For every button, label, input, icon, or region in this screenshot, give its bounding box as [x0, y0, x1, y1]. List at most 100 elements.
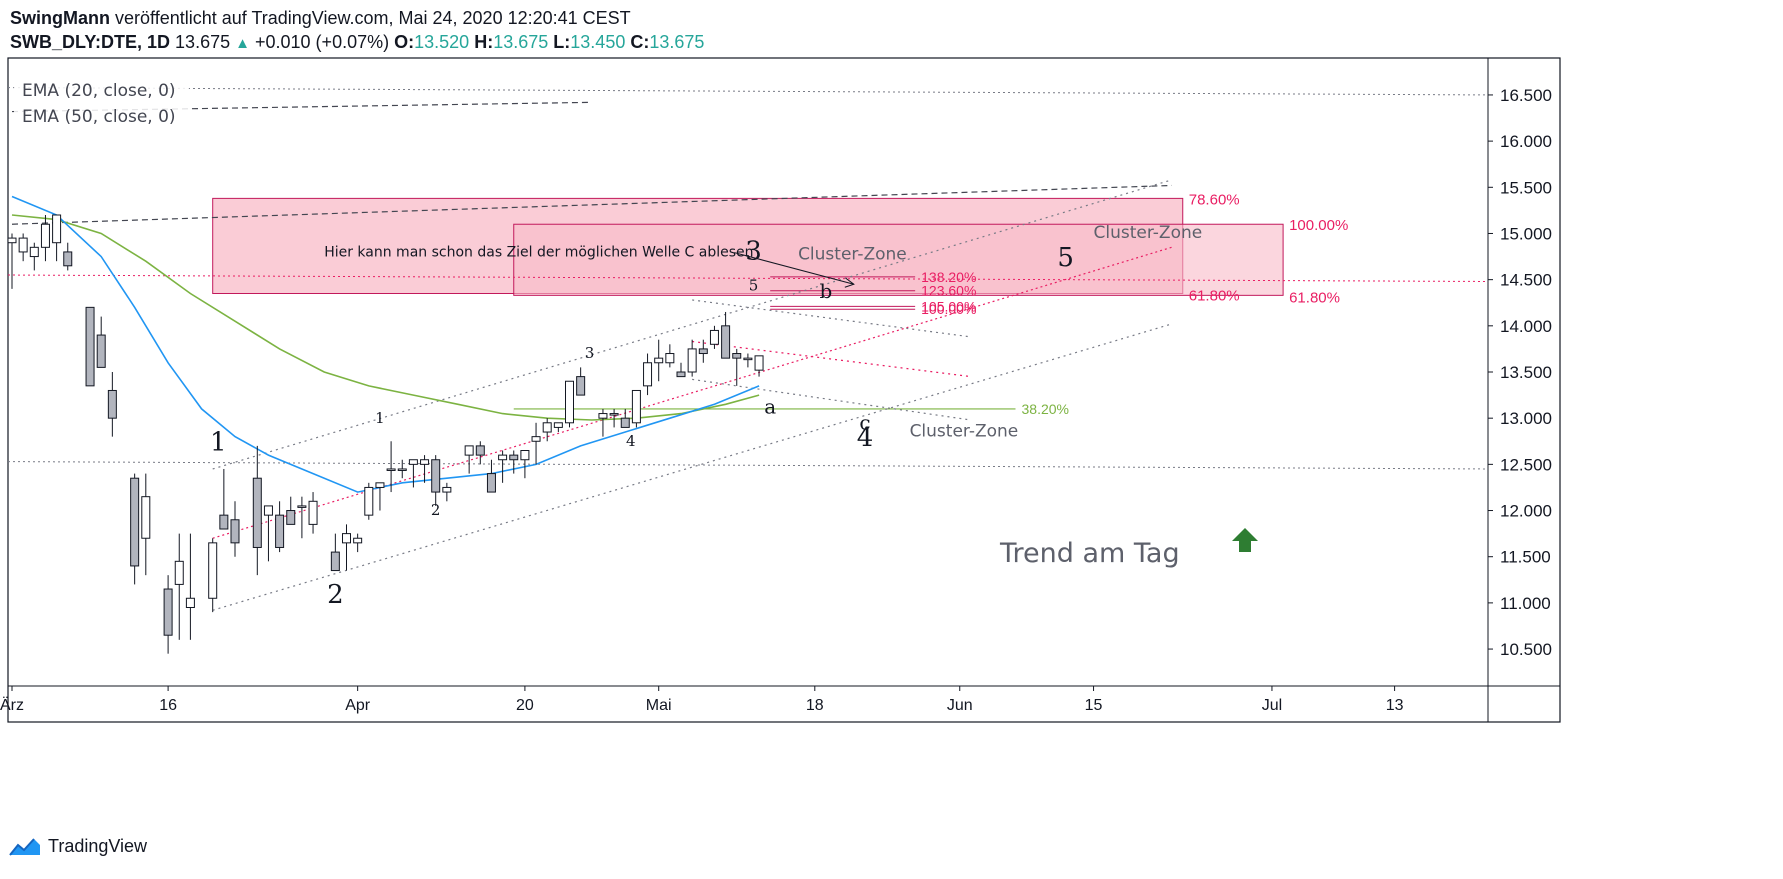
candle-body	[185, 597, 195, 609]
ema50-line	[11, 214, 760, 421]
candle-body	[252, 477, 262, 548]
candle-body	[364, 486, 374, 516]
fib-level-label: 138.20%	[921, 269, 976, 285]
candle	[308, 492, 318, 534]
candle-body	[18, 237, 28, 253]
ema20-line	[11, 195, 760, 493]
candle-body	[464, 445, 474, 456]
y-tick-label: 14.500	[1500, 271, 1552, 290]
candle	[230, 501, 240, 557]
channel-upper-line	[212, 179, 1172, 470]
candle	[275, 501, 285, 553]
candle-body	[29, 246, 39, 258]
candle	[52, 214, 62, 262]
candle	[721, 311, 731, 359]
candle-body	[598, 413, 608, 419]
wave-label: 4	[857, 423, 874, 453]
candle	[631, 389, 641, 428]
candle-body	[431, 459, 441, 493]
candle	[509, 450, 519, 474]
candle-body	[263, 505, 273, 516]
candle-body	[208, 542, 218, 599]
candle-body	[654, 357, 664, 364]
fib-level-label: 123.60%	[921, 283, 976, 299]
candle-body	[754, 355, 764, 371]
x-tick-label: Jun	[947, 697, 973, 714]
candle-body	[353, 537, 363, 544]
x-tick-label: Jul	[1262, 697, 1282, 714]
low-label: L:	[553, 32, 571, 52]
candle	[743, 353, 753, 368]
cluster-zone-label: Cluster-Zone	[798, 244, 907, 264]
tradingview-brand-label: TradingView	[48, 836, 148, 856]
candle	[364, 482, 374, 520]
candle-body	[643, 362, 653, 387]
price-change: +0.010 (+0.07%)	[255, 32, 390, 52]
candle-body	[7, 237, 17, 244]
candle	[297, 496, 307, 539]
candle	[397, 459, 407, 479]
candle-body	[286, 510, 296, 525]
candle	[40, 215, 50, 262]
candle	[665, 344, 675, 368]
y-tick-label: 15.000	[1500, 224, 1552, 243]
open-value: 13.520	[414, 32, 470, 52]
candle-body	[553, 422, 563, 428]
x-tick-label: 15	[1085, 697, 1103, 714]
candle-body	[107, 389, 117, 419]
candle	[676, 362, 686, 378]
low-value: 13.450	[570, 32, 626, 52]
candle-body	[709, 329, 719, 345]
candle	[420, 455, 430, 483]
candle	[208, 538, 218, 613]
trend-line-pink	[212, 246, 1172, 539]
horizontal-level-line	[7, 87, 1489, 96]
zone-fib-label: 61.80%	[1189, 288, 1240, 305]
up-arrow-icon: ▲	[235, 35, 250, 52]
high-label: H:	[474, 32, 494, 52]
open-label: O:	[394, 32, 415, 52]
candle-body	[609, 413, 619, 416]
candle-body	[174, 560, 184, 585]
y-tick-label: 13.500	[1500, 363, 1552, 382]
candle	[431, 455, 441, 506]
wave-label: 2	[327, 580, 344, 610]
last-price: 13.675	[175, 32, 231, 52]
close-label: C:	[630, 32, 650, 52]
candle-body	[721, 325, 731, 359]
candle	[375, 482, 385, 511]
fib-level-label: 100.00%	[921, 301, 976, 317]
annotation-arrowhead-icon	[844, 277, 855, 288]
candle	[654, 339, 664, 382]
candle-body	[509, 454, 519, 461]
close-value: 13.675	[649, 32, 705, 52]
x-tick-label: 18	[806, 697, 824, 714]
y-tick-label: 10.500	[1500, 640, 1552, 659]
candle-body	[665, 353, 675, 364]
y-tick-label: 15.500	[1500, 178, 1552, 197]
candle	[609, 408, 619, 428]
wave-label: 5	[749, 277, 759, 295]
wave-label: 5	[1057, 243, 1074, 273]
indicator-legend-bg	[14, 78, 189, 100]
high-value: 13.675	[493, 32, 549, 52]
candle-body	[297, 505, 307, 508]
x-tick-label: 16	[159, 697, 177, 714]
candle-body	[386, 468, 396, 471]
tradingview-brand[interactable]: TradingView	[8, 836, 147, 857]
candle-body	[486, 473, 496, 493]
up-arrow-icon	[1232, 528, 1258, 552]
candle-body	[230, 519, 240, 544]
candle	[252, 445, 262, 576]
candle-body	[63, 251, 73, 267]
candle	[565, 380, 574, 428]
candle	[286, 496, 296, 525]
wave-label: 4	[626, 432, 636, 450]
candle	[386, 441, 396, 493]
candle	[130, 473, 140, 585]
y-tick-label: 13.000	[1500, 409, 1552, 428]
wave-label: 3	[585, 344, 595, 362]
horizontal-level-line	[7, 274, 1489, 282]
candle	[531, 422, 541, 465]
